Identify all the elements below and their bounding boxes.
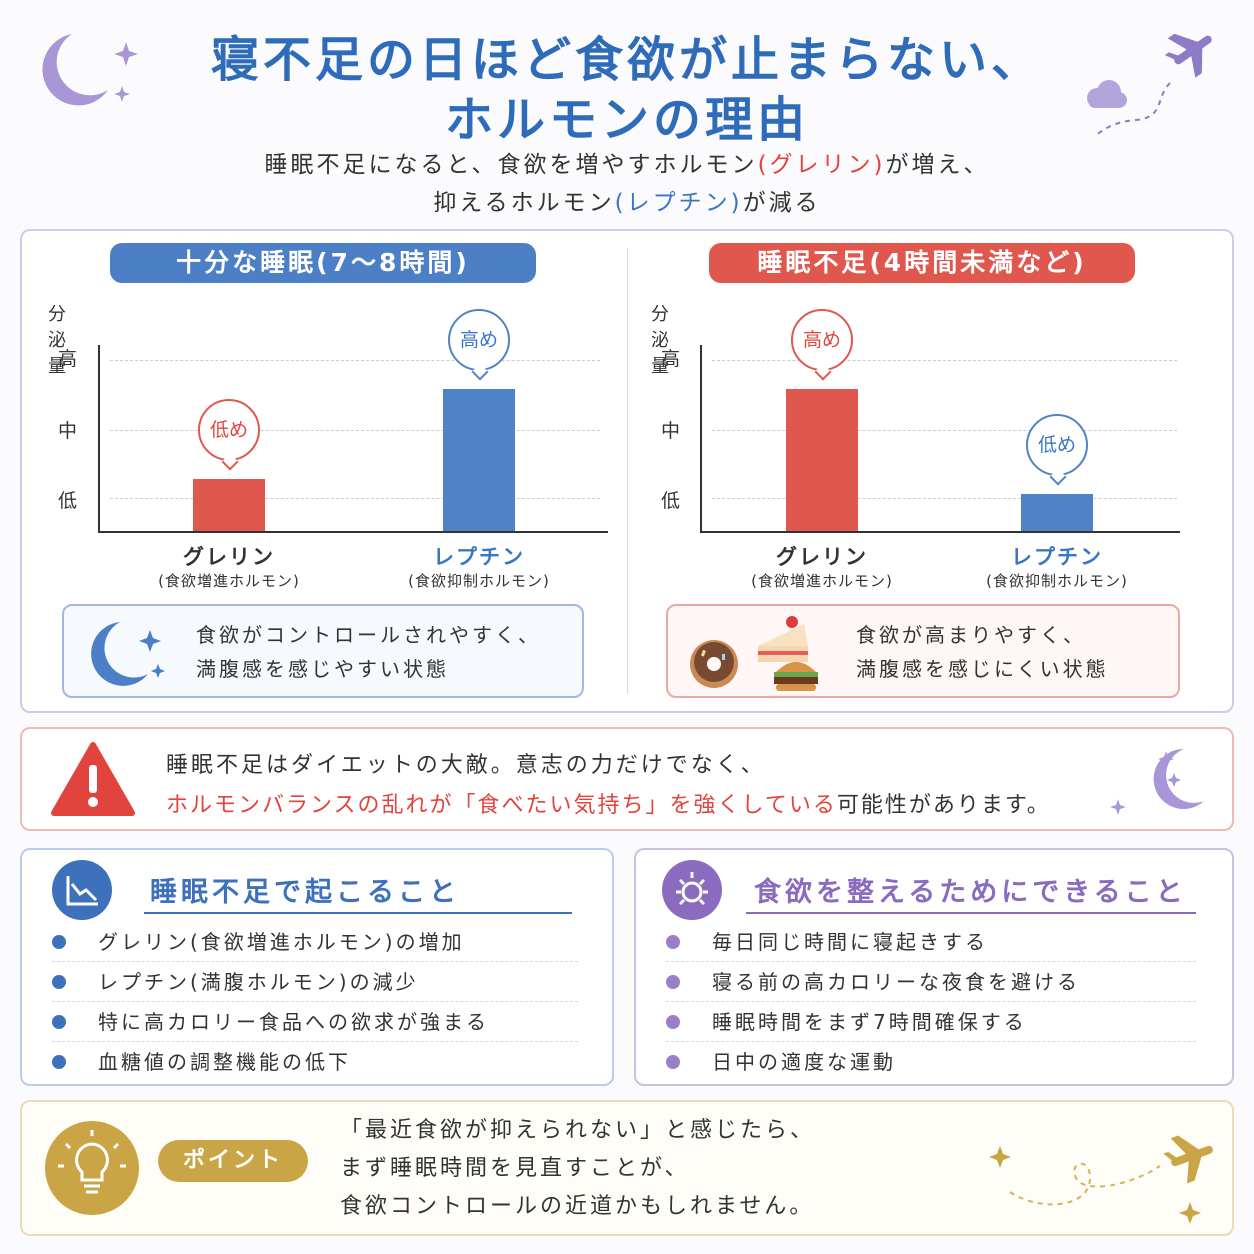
point-badge: ポイント bbox=[158, 1140, 308, 1182]
actions-title: 食欲を整えるためにできること bbox=[754, 877, 1187, 908]
list-item: 日中の適度な運動 bbox=[666, 1042, 1196, 1082]
page-title-line2: ホルモンの理由 bbox=[444, 92, 809, 148]
warning-icon bbox=[51, 742, 135, 816]
cake-icon bbox=[758, 616, 808, 662]
value-label: 高め bbox=[448, 309, 510, 372]
value-label: 低め bbox=[198, 398, 260, 461]
value-label: 高め bbox=[791, 309, 853, 372]
divider bbox=[627, 248, 628, 693]
title-underline bbox=[746, 912, 1196, 914]
x-tick-label: グレリン bbox=[183, 545, 275, 569]
y-axis bbox=[700, 345, 702, 532]
y-axis-label: 分泌量 bbox=[48, 304, 66, 377]
page-title: 寝不足の日ほど食欲が止まらない、 bbox=[210, 32, 1043, 88]
y-tick: 中 bbox=[58, 420, 78, 442]
right-header: 睡眠不足(4時間未満など) bbox=[709, 243, 1135, 283]
burger-icon bbox=[774, 662, 818, 691]
causes-title: 睡眠不足で起こること bbox=[150, 877, 460, 908]
x-tick-sublabel: (食欲増進ホルモン) bbox=[158, 572, 300, 590]
sparkle-icon bbox=[114, 42, 138, 66]
y-tick: 高 bbox=[661, 348, 681, 370]
lead-line1: 睡眠不足になると、食欲を増やすホルモン(グレリン)が増え、 bbox=[264, 152, 990, 178]
warning-line1: 睡眠不足はダイエットの大敵。意志の力だけでなく、 bbox=[166, 753, 766, 778]
title-underline bbox=[144, 912, 572, 914]
warning-panel: 睡眠不足はダイエットの大敵。意志の力だけでなく、 ホルモンバランスの乱れが「食べ… bbox=[20, 727, 1234, 831]
gridline bbox=[110, 430, 600, 431]
chart-down-icon bbox=[52, 860, 112, 920]
x-tick-label: グレリン bbox=[776, 545, 868, 569]
actions-list: 毎日同じ時間に寝起きする 寝る前の高カロリーな夜食を避ける 睡眠時間をまず7時間… bbox=[666, 922, 1196, 1082]
y-tick: 中 bbox=[661, 420, 681, 442]
sparkle-icon bbox=[989, 1146, 1011, 1168]
bar-leptin bbox=[443, 389, 515, 531]
x-tick-label: レプチン bbox=[433, 545, 525, 569]
cloud-icon bbox=[1087, 80, 1127, 108]
gridline bbox=[712, 498, 1177, 499]
gridline bbox=[110, 498, 600, 499]
gridline bbox=[110, 360, 600, 361]
bar-ghrelin bbox=[786, 389, 858, 531]
x-axis bbox=[700, 531, 1180, 533]
gridline bbox=[712, 360, 1177, 361]
x-tick-label: レプチン bbox=[1011, 545, 1103, 569]
right-note: 食欲が高まりやすく、 満腹感を感じにくい状態 bbox=[666, 604, 1180, 698]
list-item: 血糖値の調整機能の低下 bbox=[52, 1042, 578, 1082]
value-label: 低め bbox=[1026, 414, 1088, 477]
causes-list: グレリン(食欲増進ホルモン)の増加 レプチン(満腹ホルモン)の減少 特に高カロリ… bbox=[52, 922, 578, 1082]
list-item: レプチン(満腹ホルモン)の減少 bbox=[52, 962, 578, 1002]
list-item: 睡眠時間をまず7時間確保する bbox=[666, 1002, 1196, 1042]
list-item: 毎日同じ時間に寝起きする bbox=[666, 922, 1196, 962]
actions-panel: 食欲を整えるためにできること 毎日同じ時間に寝起きする 寝る前の高カロリーな夜食… bbox=[634, 848, 1234, 1086]
list-item: 特に高カロリー食品への欲求が強まる bbox=[52, 1002, 578, 1042]
note-line: 満腹感を感じにくい状態 bbox=[856, 657, 1109, 681]
list-item: 寝る前の高カロリーな夜食を避ける bbox=[666, 962, 1196, 1002]
note-line: 満腹感を感じやすい状態 bbox=[196, 657, 449, 681]
y-tick: 高 bbox=[58, 348, 78, 370]
note-line: 食欲が高まりやすく、 bbox=[856, 623, 1086, 647]
list-item: グレリン(食欲増進ホルモン)の増加 bbox=[52, 922, 578, 962]
y-tick: 低 bbox=[661, 490, 681, 512]
moon-icon bbox=[1110, 748, 1204, 815]
x-tick-sublabel: (食欲増進ホルモン) bbox=[751, 572, 893, 590]
x-tick-sublabel: (食欲抑制ホルモン) bbox=[986, 572, 1128, 590]
point-text: 「最近食欲が抑えられない」と感じたら、 まず睡眠時間を見直すことが、 食欲コントロー… bbox=[340, 1118, 816, 1219]
donut-icon bbox=[690, 640, 738, 688]
left-note: 食欲がコントロールされやすく、 満腹感を感じやすい状態 bbox=[62, 604, 584, 698]
point-panel: ポイント 「最近食欲が抑えられない」と感じたら、 まず睡眠時間を見直すことが、 食欲… bbox=[20, 1100, 1234, 1236]
left-header: 十分な睡眠(7〜8時間) bbox=[110, 243, 536, 283]
warning-line2: ホルモンバランスの乱れが「食べたい気持ち」を強くしている可能性があります。 bbox=[166, 793, 1051, 818]
gridline bbox=[712, 430, 1177, 431]
bar-ghrelin bbox=[193, 478, 265, 531]
sun-icon bbox=[662, 860, 722, 920]
causes-panel: 睡眠不足で起こること グレリン(食欲増進ホルモン)の増加 レプチン(満腹ホルモン… bbox=[20, 848, 614, 1086]
x-axis bbox=[98, 531, 608, 533]
y-tick: 低 bbox=[58, 490, 78, 512]
lead-line2: 抑えるホルモン(レプチン)が減る bbox=[433, 190, 821, 216]
bar-leptin bbox=[1021, 494, 1093, 531]
y-axis-label: 分泌量 bbox=[651, 304, 669, 377]
moon-icon bbox=[42, 34, 138, 106]
x-tick-sublabel: (食欲抑制ホルモン) bbox=[408, 572, 550, 590]
moon-icon bbox=[91, 622, 165, 686]
note-line: 食欲がコントロールされやすく、 bbox=[196, 623, 541, 647]
airplane-icon bbox=[989, 1135, 1213, 1224]
y-axis bbox=[98, 345, 100, 532]
lightbulb-icon bbox=[45, 1121, 139, 1215]
airplane-icon bbox=[1087, 33, 1212, 137]
